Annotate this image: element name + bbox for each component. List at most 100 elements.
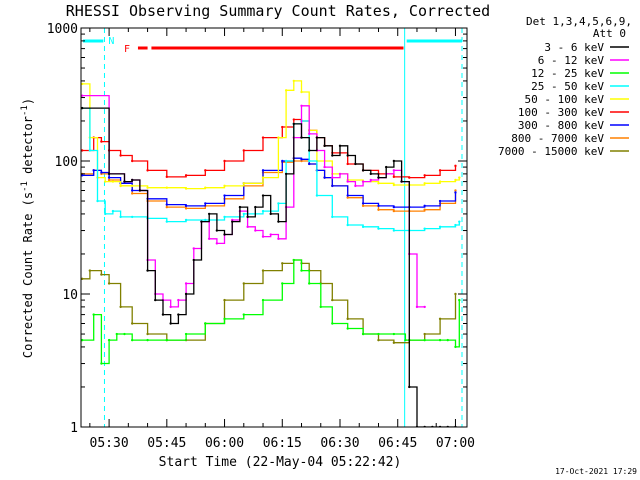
series-point [107, 178, 111, 182]
series-point [300, 159, 303, 163]
series-point [192, 247, 195, 250]
series-point [223, 317, 226, 321]
series-point [277, 220, 280, 223]
x-tick-label: 06:15 [263, 436, 302, 451]
series-point [423, 338, 426, 342]
y-axis-label-exp2: -1 [20, 105, 30, 116]
series-point [115, 332, 118, 336]
series-point [454, 191, 457, 194]
series-point [100, 140, 103, 143]
series-point [207, 212, 211, 216]
series-point [458, 176, 461, 179]
series-point [377, 227, 380, 230]
flare-flag-label: F [124, 44, 130, 55]
series-point [369, 178, 372, 182]
series-point [81, 277, 84, 281]
legend-label: 25 - 50 keV [531, 80, 604, 93]
series-point [130, 184, 134, 188]
series-point [100, 171, 103, 174]
series-point [331, 184, 334, 188]
series-point [130, 192, 134, 195]
series-point [96, 199, 99, 203]
series-point [281, 159, 284, 163]
series-point [119, 305, 122, 309]
series-point [204, 218, 207, 222]
series-point [254, 229, 257, 232]
series-point [438, 169, 442, 172]
y-axis-label-end: ) [21, 98, 35, 105]
series-point [408, 385, 411, 389]
series-point [277, 202, 280, 205]
series-point [308, 282, 311, 285]
series-point [438, 225, 442, 229]
series-point [346, 317, 349, 321]
series-point [281, 125, 284, 129]
legend-label: 12 - 25 keV [531, 67, 604, 80]
series-point [292, 79, 296, 83]
y-axis-label-exp1: -1 [20, 181, 30, 192]
series-point [207, 237, 211, 241]
series-line-3-6keV [82, 107, 456, 427]
series-point [184, 204, 188, 208]
series-point [308, 132, 311, 136]
series-point [323, 144, 326, 148]
series-point [315, 194, 319, 197]
series-point [204, 202, 207, 205]
series-point [281, 262, 284, 265]
series-point [130, 178, 134, 182]
series-point [81, 94, 84, 97]
series-point [146, 186, 149, 189]
series-point [215, 229, 219, 232]
series-point [454, 345, 457, 349]
series-point [192, 258, 195, 262]
series-point [392, 205, 396, 209]
series-point [177, 313, 180, 316]
series-point [242, 149, 245, 152]
series-point [400, 180, 403, 183]
series-point [261, 176, 265, 179]
x-axis-label: Start Time (22-May-04 05:22:42) [159, 455, 402, 470]
y-axis-label: Corrected Count Rate (s-1 detector-1) [20, 98, 35, 358]
series-point [392, 183, 396, 187]
series-point [261, 269, 265, 272]
series-point [231, 220, 234, 223]
legend-label: 6 - 12 keV [538, 54, 605, 67]
series-line-12-25keV [82, 259, 460, 365]
series-point [361, 169, 365, 172]
series-point [223, 159, 226, 163]
series-point [423, 208, 426, 211]
series-point [123, 180, 126, 183]
series-point [242, 212, 245, 216]
series-point [277, 136, 280, 139]
series-point [281, 282, 284, 285]
series-point [438, 338, 442, 342]
series-point [184, 207, 188, 210]
series-point [146, 332, 149, 336]
legend-label: 100 - 300 keV [518, 106, 604, 119]
series-point [300, 136, 303, 139]
series-point [238, 205, 242, 209]
series-point [423, 204, 426, 208]
y-tick-label: 1000 [47, 22, 78, 37]
series-point [423, 227, 426, 230]
series-point [246, 215, 249, 219]
series-point [81, 338, 84, 342]
series-point [438, 199, 442, 203]
series-point [346, 223, 349, 227]
series-point [146, 269, 149, 272]
series-point [323, 176, 326, 179]
series-point [292, 122, 296, 126]
y-tick-label: 1 [70, 421, 78, 436]
series-point [165, 203, 169, 206]
series-point [81, 106, 84, 110]
series-point [154, 298, 157, 302]
series-point [107, 176, 111, 179]
series-line-7000-15000keV [82, 259, 457, 344]
series-point [354, 184, 357, 188]
y-axis-label-main: Corrected Count Rate (s [21, 192, 35, 358]
series-point [361, 332, 365, 336]
series-point [81, 82, 84, 86]
series-point [261, 169, 265, 172]
series-point [130, 159, 134, 163]
series-point [458, 220, 461, 223]
